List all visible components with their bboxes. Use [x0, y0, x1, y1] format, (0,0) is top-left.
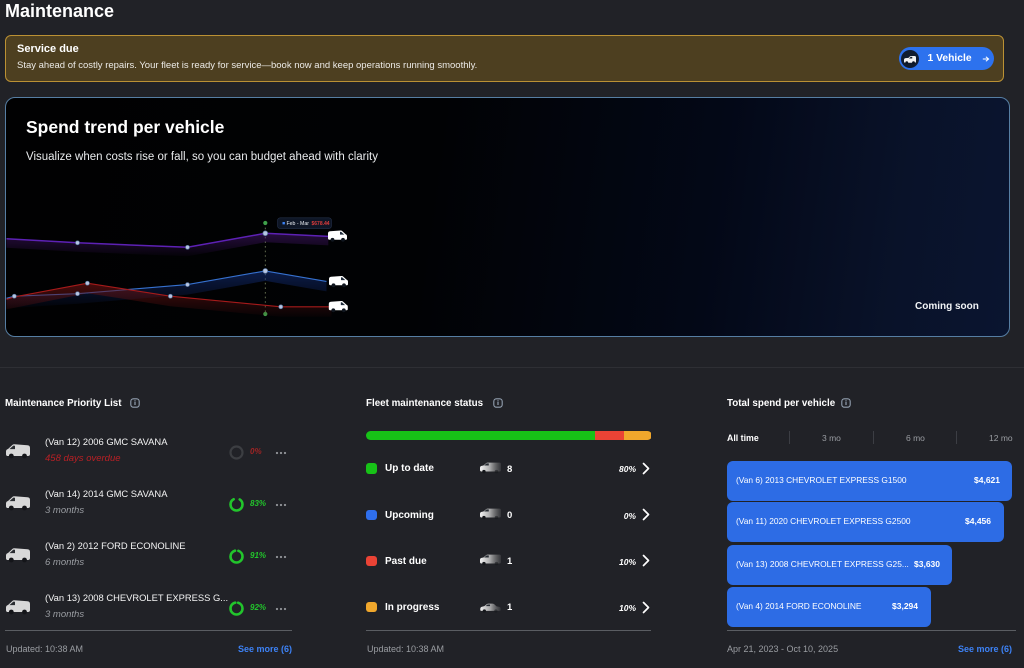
svg-text:$678.44: $678.44	[312, 221, 330, 227]
svg-text:Feb - Mar: Feb - Mar	[287, 221, 310, 227]
svg-text:↑: ↑	[326, 221, 329, 227]
